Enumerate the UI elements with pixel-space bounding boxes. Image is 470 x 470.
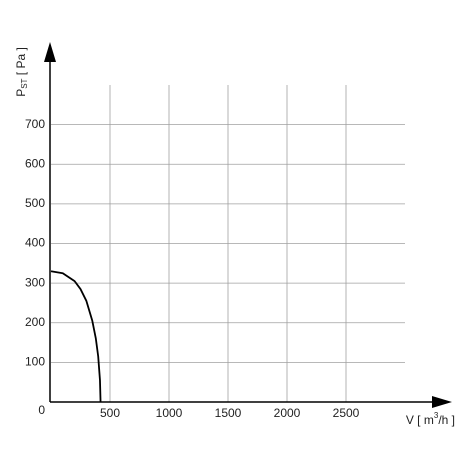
x-tick-label: 2500 <box>333 406 360 420</box>
y-label-rest: [ Pa ] <box>14 47 28 78</box>
x-axis-label: V [ m3/h ] <box>406 411 455 427</box>
y-tick-label: 700 <box>25 117 45 131</box>
x-tick-label: 1000 <box>156 406 183 420</box>
y-axis-arrow <box>44 42 56 62</box>
y-tick-label: 300 <box>25 275 45 289</box>
y-axis-label: PST [ Pa ] <box>14 47 29 97</box>
y-tick-label: 200 <box>25 315 45 329</box>
curve <box>50 270 102 403</box>
x-label-sup: 3 <box>434 411 439 420</box>
x-label-main: V [ m <box>406 413 434 427</box>
y-tick-label: 500 <box>25 196 45 210</box>
x-tick-label: 500 <box>100 406 120 420</box>
x-tick-label: 1500 <box>215 406 242 420</box>
y-tick-label: 0 <box>38 403 45 417</box>
y-tick-label: 400 <box>25 236 45 250</box>
x-tick-label: 2000 <box>274 406 301 420</box>
y-tick-label: 100 <box>25 355 45 369</box>
y-label-sub: ST <box>20 78 29 88</box>
y-label-main: P <box>14 89 28 97</box>
y-tick-label: 600 <box>25 156 45 170</box>
x-axis-arrow <box>432 396 452 408</box>
x-label-rest: /h ] <box>438 413 455 427</box>
